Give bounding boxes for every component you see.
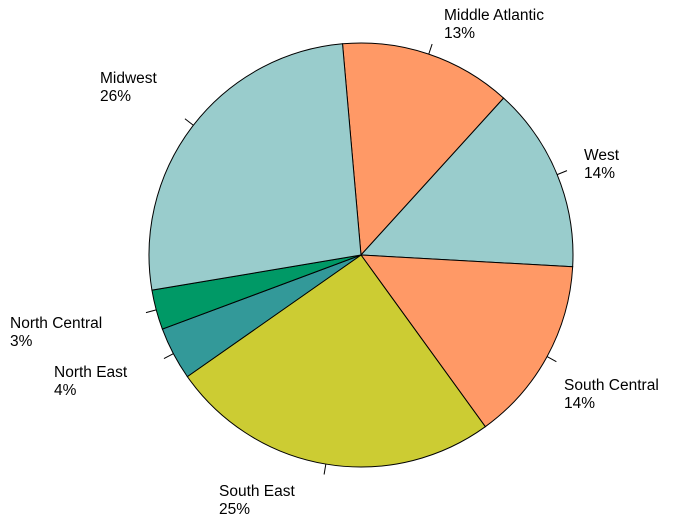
- label-middle-atlantic: Middle Atlantic 13%: [444, 7, 544, 42]
- label-west: West 14%: [584, 147, 620, 182]
- slice-labels: Middle Atlantic 13%West 14%South Central 14…: [10, 7, 659, 518]
- label-percent: 13%: [444, 25, 475, 42]
- pie-slices: [148, 42, 574, 468]
- slice-south-central: [359, 254, 574, 428]
- label-percent: 26%: [100, 88, 131, 105]
- label-north-central: North Central 3%: [10, 315, 102, 350]
- label-percent: 25%: [219, 501, 250, 518]
- leader-north-central: [145, 309, 157, 314]
- leader-south-central: [546, 356, 557, 363]
- leader-north-east: [163, 353, 174, 360]
- label-name: North East: [54, 364, 128, 381]
- slice-midwest: [148, 43, 362, 291]
- label-percent: 4%: [54, 382, 77, 399]
- label-name: North Central: [10, 315, 102, 332]
- label-midwest: Midwest 26%: [100, 70, 158, 105]
- slice-middle-atlantic: [341, 42, 505, 257]
- label-percent: 3%: [10, 333, 33, 350]
- label-name: South East: [219, 483, 296, 500]
- label-name: Midwest: [100, 70, 158, 87]
- label-south-east: South East 25%: [219, 483, 296, 518]
- label-name: South Central: [564, 377, 659, 394]
- leader-middle-atlantic: [428, 43, 433, 55]
- label-percent: 14%: [584, 165, 615, 182]
- label-north-east: North East 4%: [54, 364, 128, 399]
- leader-west: [556, 170, 568, 176]
- leader-south-east: [323, 463, 327, 475]
- label-name: Middle Atlantic: [444, 7, 544, 24]
- label-south-central: South Central 14%: [564, 377, 659, 412]
- label-name: West: [584, 147, 620, 164]
- label-percent: 14%: [564, 395, 595, 412]
- leader-midwest: [184, 118, 194, 126]
- label-leader-lines: [145, 43, 568, 475]
